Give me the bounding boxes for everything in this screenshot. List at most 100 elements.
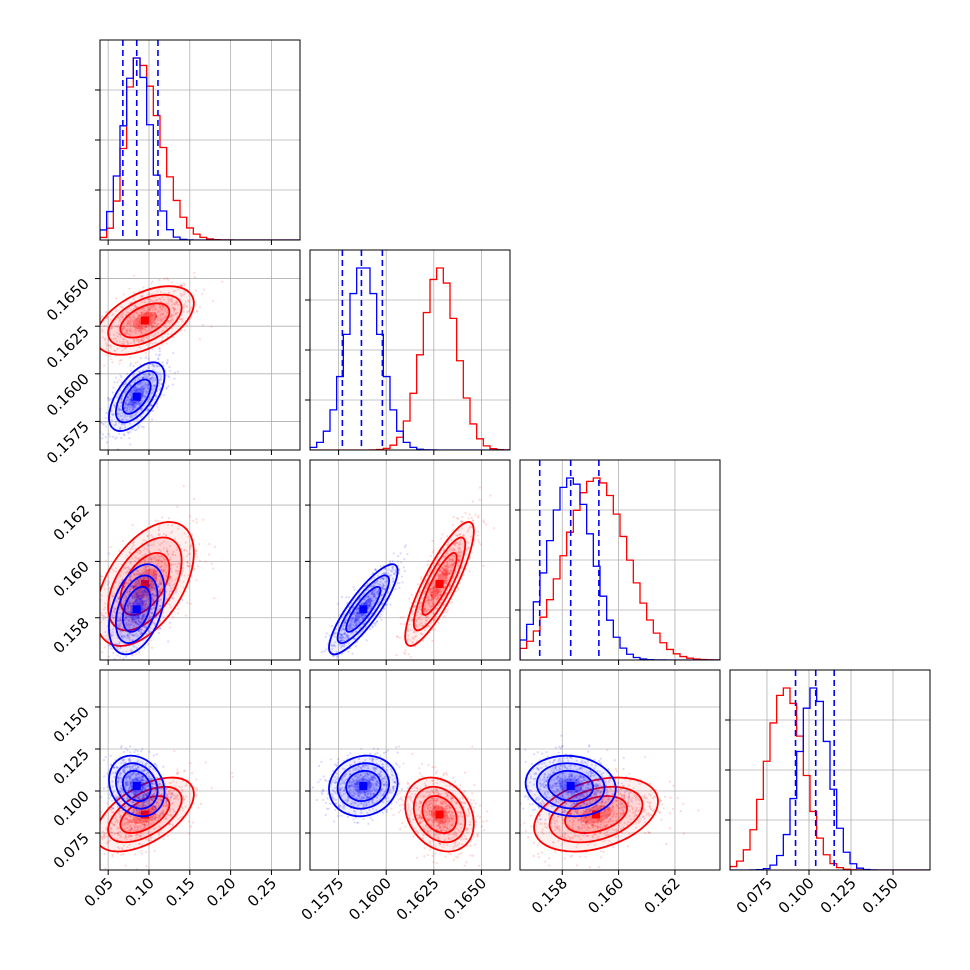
sample-point <box>135 596 138 599</box>
sample-point <box>88 377 90 379</box>
sample-point <box>154 312 157 315</box>
sample-point <box>159 300 163 303</box>
sample-point <box>158 310 161 313</box>
sample-point <box>122 385 125 388</box>
sample-point <box>169 556 172 559</box>
sample-point <box>460 538 463 542</box>
sample-point <box>126 403 129 406</box>
sample-point <box>133 405 137 408</box>
sample-point <box>153 311 157 314</box>
sample-point <box>167 320 170 323</box>
sample-point <box>114 437 117 440</box>
sample-point <box>103 853 106 856</box>
sample-point <box>402 666 404 668</box>
sample-point <box>446 550 449 553</box>
sample-point <box>462 533 465 536</box>
sample-point <box>431 587 434 590</box>
sample-point <box>154 568 157 571</box>
sample-point <box>102 618 105 621</box>
sample-point <box>152 384 156 387</box>
sample-point <box>175 587 178 590</box>
sample-point <box>130 623 133 626</box>
sample-point <box>161 295 164 299</box>
sample-point <box>118 622 121 625</box>
sample-point <box>166 549 169 553</box>
sample-point <box>127 316 130 319</box>
sample-point <box>176 302 179 306</box>
sample-point <box>129 578 132 581</box>
sample-point <box>172 597 175 600</box>
sample-point <box>431 601 434 604</box>
sample-point <box>150 326 154 330</box>
sample-point <box>146 547 149 550</box>
sample-point <box>143 626 147 629</box>
sample-point <box>153 849 156 852</box>
sample-point <box>101 336 105 339</box>
sample-point <box>399 616 402 619</box>
sample-point <box>183 769 186 772</box>
sample-point <box>493 526 496 530</box>
sample-point <box>134 400 137 404</box>
sample-point <box>132 585 135 588</box>
sample-point <box>147 549 150 553</box>
sample-point <box>125 310 128 313</box>
sample-point <box>428 591 431 594</box>
sample-point <box>146 310 149 313</box>
sample-point <box>135 622 138 625</box>
sample-point <box>144 301 147 304</box>
sample-point <box>147 583 150 587</box>
sample-point <box>160 542 163 545</box>
sample-point <box>133 564 136 568</box>
sample-point <box>171 584 175 587</box>
sample-point <box>138 400 141 404</box>
sample-point <box>135 389 138 393</box>
sample-point <box>133 405 136 408</box>
sample-point <box>129 649 133 652</box>
sample-point <box>137 403 140 406</box>
sample-point <box>139 331 142 334</box>
sample-point <box>124 426 127 429</box>
sample-point <box>114 581 117 584</box>
sample-point <box>157 529 160 532</box>
sample-point <box>153 322 156 325</box>
sample-point <box>455 541 458 544</box>
sample-point <box>451 523 454 527</box>
sample-point <box>165 590 168 593</box>
sample-point <box>136 613 139 617</box>
sample-point <box>112 333 116 336</box>
sample-point <box>135 319 138 322</box>
sample-point <box>164 602 167 605</box>
sample-point <box>136 593 139 596</box>
sample-point <box>131 389 134 392</box>
sample-point <box>140 337 143 341</box>
sample-point <box>118 428 121 431</box>
sample-point <box>152 324 155 328</box>
sample-point <box>130 586 133 590</box>
sample-point <box>145 620 149 624</box>
sample-point <box>129 385 132 388</box>
sample-point <box>177 607 180 611</box>
sample-point <box>124 584 127 587</box>
sample-point <box>158 305 162 309</box>
sample-point <box>163 563 167 566</box>
sample-point <box>158 588 161 592</box>
sample-point <box>143 606 146 609</box>
sample-point <box>141 614 144 617</box>
sample-point <box>124 644 128 647</box>
sample-point <box>126 341 129 344</box>
sample-point <box>190 316 193 320</box>
sample-point <box>141 597 144 600</box>
sample-point <box>155 614 158 617</box>
sample-point <box>159 377 162 380</box>
sample-point <box>129 602 132 605</box>
sample-point <box>153 588 156 592</box>
sample-point <box>167 553 170 556</box>
sample-point <box>158 626 162 630</box>
sample-point <box>125 404 128 407</box>
sample-point <box>129 406 132 409</box>
sample-point <box>127 342 130 346</box>
sample-point <box>132 585 135 588</box>
sample-point <box>137 671 139 673</box>
sample-point <box>173 308 176 311</box>
sample-point <box>127 395 130 398</box>
